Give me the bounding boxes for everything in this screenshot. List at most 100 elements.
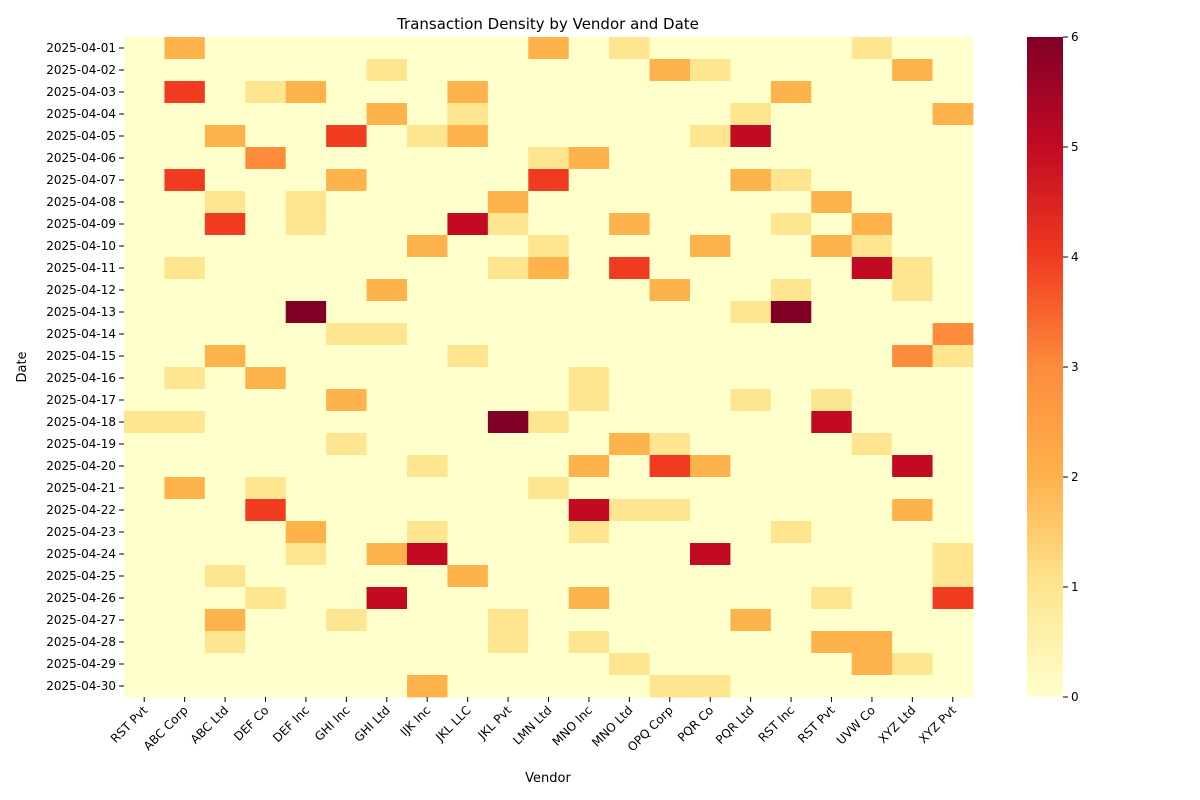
heatmap-cell	[487, 345, 529, 368]
heatmap-cell	[407, 521, 448, 544]
heatmap-cell	[568, 59, 610, 82]
heatmap-cell	[770, 411, 812, 434]
heatmap-cell	[366, 191, 408, 214]
heatmap-cell	[730, 521, 772, 544]
heatmap-cell	[730, 323, 772, 346]
heatmap-cell	[124, 477, 165, 500]
heatmap-cell	[730, 213, 772, 236]
heatmap-cell	[204, 631, 246, 654]
heatmap-cell	[487, 81, 529, 104]
heatmap-cell	[164, 653, 206, 676]
heatmap-cell	[528, 367, 570, 390]
heatmap-cell	[164, 213, 206, 236]
heatmap-cell	[609, 521, 650, 544]
heatmap-cell	[326, 411, 367, 434]
heatmap-cell	[245, 653, 287, 676]
heatmap-cell	[487, 235, 529, 258]
heatmap-cell	[528, 543, 570, 566]
heatmap-cell	[164, 433, 206, 456]
heatmap-cell	[811, 609, 853, 632]
heatmap-cell	[851, 367, 893, 390]
x-tick-label: RST Pvt	[795, 703, 838, 746]
heatmap-cell	[649, 565, 691, 588]
heatmap-cell	[851, 521, 893, 544]
heatmap-cell	[892, 675, 933, 698]
heatmap-cell	[245, 125, 287, 148]
heatmap-cell	[204, 213, 246, 236]
heatmap-cell	[447, 81, 489, 104]
heatmap-cell	[124, 675, 165, 698]
heatmap-cell	[932, 631, 974, 654]
x-tick-label: IJK Inc	[398, 703, 434, 739]
heatmap-cell	[811, 147, 853, 170]
heatmap-cell	[892, 37, 933, 60]
heatmap-cell	[892, 477, 933, 500]
heatmap-cell	[932, 191, 974, 214]
heatmap-cell	[326, 631, 367, 654]
heatmap-cell	[407, 499, 448, 522]
heatmap-cell	[366, 675, 408, 698]
heatmap-cell	[851, 59, 893, 82]
heatmap-cell	[285, 587, 327, 610]
heatmap-cell	[528, 147, 570, 170]
heatmap-cell	[568, 81, 610, 104]
heatmap-cell	[366, 81, 408, 104]
heatmap-cell	[851, 565, 893, 588]
heatmap-cell	[690, 279, 731, 302]
heatmap-cell	[609, 565, 650, 588]
heatmap-cell	[568, 103, 610, 126]
colorbar-tick-label: 3	[1071, 360, 1079, 374]
heatmap-cell	[204, 433, 246, 456]
heatmap-cell	[245, 345, 287, 368]
heatmap-cell	[690, 675, 731, 698]
heatmap-cell	[204, 455, 246, 478]
heatmap-cell	[690, 521, 731, 544]
heatmap-cell	[609, 543, 650, 566]
heatmap-cell	[447, 675, 489, 698]
heatmap-cell	[730, 587, 772, 610]
x-tick-label: RST Inc	[756, 703, 798, 745]
heatmap-cell	[407, 301, 448, 324]
y-tick-label: 2025-04-08	[46, 195, 116, 209]
heatmap-cell	[528, 411, 570, 434]
heatmap-cell	[487, 301, 529, 324]
heatmap-cell	[326, 653, 367, 676]
heatmap-cell	[285, 279, 327, 302]
heatmap-cell	[407, 653, 448, 676]
heatmap-cell	[326, 499, 367, 522]
heatmap-cell	[730, 565, 772, 588]
heatmap-cell	[285, 301, 327, 324]
heatmap-cell	[770, 323, 812, 346]
heatmap-cell	[892, 301, 933, 324]
heatmap-cell	[690, 125, 731, 148]
heatmap-cell	[609, 169, 650, 192]
heatmap-cell	[487, 147, 529, 170]
heatmap-cell	[447, 433, 489, 456]
heatmap-cell	[164, 609, 206, 632]
heatmap-cell	[326, 323, 367, 346]
heatmap-cell	[568, 235, 610, 258]
x-tick-label: PQR Ltd	[713, 703, 757, 747]
heatmap-cell	[811, 323, 853, 346]
heatmap-cell	[245, 455, 287, 478]
heatmap-cell	[204, 521, 246, 544]
heatmap-cell	[164, 323, 206, 346]
heatmap-cell	[851, 499, 893, 522]
heatmap-cell	[811, 279, 853, 302]
heatmap-cell	[447, 59, 489, 82]
heatmap-cell	[568, 257, 610, 280]
heatmap-cell	[164, 301, 206, 324]
heatmap-cell	[568, 125, 610, 148]
heatmap-cell	[326, 169, 367, 192]
heatmap-cell	[366, 411, 408, 434]
heatmap-cell	[730, 543, 772, 566]
colorbar-tick-label: 1	[1071, 580, 1079, 594]
colorbar-tick-label: 5	[1071, 140, 1079, 154]
heatmap-cell	[568, 499, 610, 522]
heatmap-cell	[204, 389, 246, 412]
heatmap-cell	[892, 499, 933, 522]
heatmap-cell	[932, 125, 974, 148]
heatmap-cell	[285, 455, 327, 478]
heatmap-cell	[407, 59, 448, 82]
x-tick-label: XYZ Pvt	[916, 703, 959, 746]
